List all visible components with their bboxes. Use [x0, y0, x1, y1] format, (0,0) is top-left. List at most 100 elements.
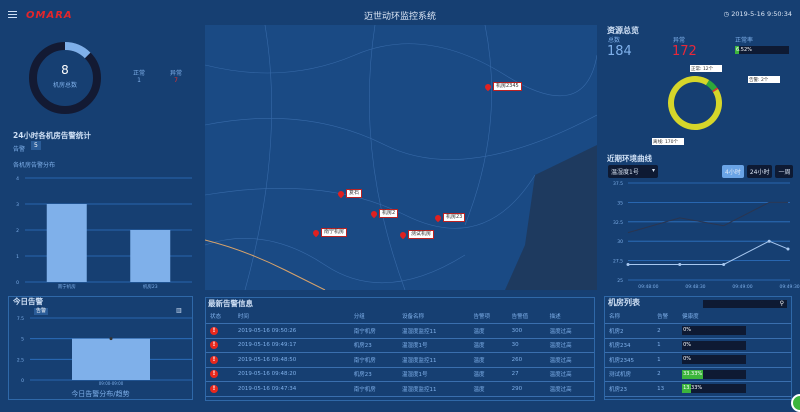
- map-pin-icon: [398, 230, 408, 239]
- map-marker[interactable]: 南宁机房: [311, 228, 348, 237]
- alarm24-title: 24小时各机房告警统计: [13, 131, 91, 140]
- alert-icon: !: [210, 341, 218, 350]
- data-point: [626, 262, 630, 266]
- table-cell: 2019-05-16 09:50:26: [233, 323, 350, 339]
- table-cell: 温湿度监控11: [398, 323, 470, 339]
- data-point: [722, 262, 726, 266]
- table-cell: 温度过高: [545, 381, 594, 397]
- map[interactable]: 机房2345 复石机房2 南宁机房 测试机房 机房23: [205, 25, 597, 290]
- table-cell: 温度过高: [545, 338, 594, 353]
- today-chart: 0 2.5 5 7.5 09:00-09:00: [17, 316, 192, 386]
- map-marker[interactable]: 复石: [336, 189, 363, 198]
- table-cell: 温度: [469, 323, 508, 339]
- today-xlabel: 今日告警分布/趋势: [71, 390, 130, 398]
- range-button[interactable]: 4小时: [722, 165, 744, 178]
- bar-chart-icon[interactable]: ▥: [176, 307, 182, 314]
- table-cell: 温度: [469, 381, 508, 397]
- table-cell: 温湿度监控11: [398, 381, 470, 397]
- table-row[interactable]: ! 2019-05-16 09:48:20 机房23 温湿度1号 温度 27 温度过高: [206, 367, 594, 382]
- search-icon[interactable]: ⚲: [779, 300, 784, 307]
- resource-abnormal: 172: [672, 44, 697, 59]
- map-marker[interactable]: 机房23: [433, 213, 466, 222]
- y-tick-label: 2: [16, 228, 19, 234]
- today-legend[interactable]: 告警: [34, 308, 49, 315]
- map-marker[interactable]: 机房2: [369, 209, 399, 218]
- map-pin-icon: [433, 213, 443, 222]
- float-button[interactable]: [791, 394, 800, 412]
- device-select[interactable]: 温湿度1号 ▾: [608, 165, 658, 178]
- pie-slice: [705, 79, 718, 92]
- today-title: 今日告警: [13, 297, 43, 306]
- logo: OMARA: [26, 10, 73, 21]
- alert-icon: !: [210, 326, 218, 335]
- room-search-input[interactable]: ⚲: [703, 300, 787, 308]
- pie-label: 正常: 12个: [690, 65, 722, 72]
- page-title: 迈世动环监控系统: [363, 12, 436, 22]
- status-cell: !: [206, 352, 234, 368]
- health-bar: 33.33%: [682, 369, 747, 379]
- room-name: 机房23: [605, 381, 654, 397]
- table-cell: 2019-05-16 09:49:17: [233, 338, 350, 353]
- table-row[interactable]: ! 2019-05-16 09:48:50 南宁机房 温湿度监控11 温度 260 温度过高: [206, 352, 594, 368]
- map-marker-label: 机房23: [443, 213, 466, 222]
- alert-icon: !: [210, 384, 218, 393]
- column-header: 健康度: [678, 309, 791, 324]
- abnormal-count: 7: [174, 77, 178, 84]
- table-cell: 2019-05-16 09:47:34: [233, 381, 350, 397]
- y-tick-label: 37.5: [613, 181, 623, 187]
- pie-label-bg: [748, 76, 780, 83]
- table-cell: 机房23: [349, 367, 399, 382]
- pie-label-bg: [652, 138, 684, 145]
- pie-slice: [668, 76, 722, 130]
- map-marker[interactable]: 测试机房: [398, 230, 435, 239]
- column-header: 描述: [545, 309, 594, 324]
- room-total-label: 机房总数: [52, 82, 77, 89]
- health-bar: 0%: [682, 355, 747, 365]
- x-tick-label: 机房23: [143, 283, 158, 290]
- pie-label-text: 离线: 170个: [653, 138, 679, 145]
- clock: ◷ 2019-5-16 9:50:34: [723, 10, 792, 18]
- table-cell: 温度过高: [545, 323, 594, 339]
- env-chart: 25 27.5 30 32.5 35 37.5 09:48:00 09:48:30 09:49:…: [613, 181, 800, 290]
- range-button[interactable]: 24小时: [746, 165, 773, 178]
- status-cell: !: [206, 367, 234, 382]
- table-row[interactable]: 机房23 13 13.33%: [605, 381, 791, 397]
- table-cell: 温度: [469, 338, 508, 353]
- table-row[interactable]: 机房234 1 0%: [605, 338, 791, 353]
- room-name: 机房234: [605, 338, 654, 353]
- column-header: 告警值: [507, 309, 546, 324]
- map-marker[interactable]: 机房2345: [483, 82, 522, 91]
- menu-icon[interactable]: [8, 11, 17, 18]
- column-header: 设备名称: [398, 309, 470, 324]
- room-name: 机房2: [605, 323, 654, 339]
- table-row[interactable]: 机房2 2 0%: [605, 323, 791, 339]
- room-alarms: 1: [653, 338, 679, 353]
- y-tick-label: 27.5: [613, 259, 623, 265]
- table-row[interactable]: ! 2019-05-16 09:47:34 南宁机房 温湿度监控11 温度 290 温度过高: [206, 381, 594, 397]
- table-cell: 温湿度监控11: [398, 352, 470, 368]
- alert-icon: !: [210, 370, 218, 379]
- env-title: 近期环境曲线: [607, 154, 652, 163]
- y-tick-label: 35: [617, 200, 623, 206]
- table-cell: 2019-05-16 09:48:20: [233, 367, 350, 382]
- health-bar: 13.33%: [682, 384, 747, 394]
- table-row[interactable]: 测试机房 2 33.33%: [605, 367, 791, 382]
- y-tick-label: 3: [16, 202, 19, 208]
- alert-icon: !: [210, 355, 218, 364]
- rooms-panel: 机房列表 ⚲ 名称 告警 健康度 机房2 2 0% 机房234 1 0% 机房2345 1 0% 测试机…: [604, 296, 792, 400]
- alarm24-chart: 0 1 2 3 4 南宁机房 机房23: [16, 176, 192, 290]
- table-row[interactable]: ! 2019-05-16 09:49:17 机房23 温湿度1号 温度 30 温度过高: [206, 338, 594, 353]
- data-point: [109, 337, 113, 341]
- map-background: [205, 25, 597, 290]
- rate-bar: 6.52%: [735, 46, 789, 54]
- today-panel: [8, 296, 193, 400]
- x-tick-label: 09:00-09:00: [99, 381, 124, 386]
- room-health: 13.33%: [678, 381, 791, 397]
- y-tick-label: 1: [16, 254, 19, 260]
- room-total-ring: [29, 42, 101, 114]
- table-row[interactable]: 机房2345 1 0%: [605, 352, 791, 368]
- range-button[interactable]: 一周: [775, 165, 794, 178]
- table-row[interactable]: ! 2019-05-16 09:50:26 南宁机房 温湿度监控11 温度 300 温度过高: [206, 323, 594, 339]
- table-cell: 南宁机房: [349, 352, 399, 368]
